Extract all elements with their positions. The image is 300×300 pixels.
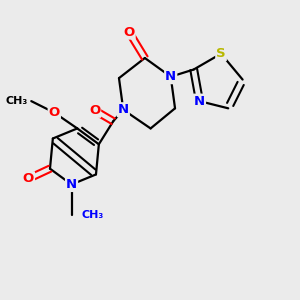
Text: CH₃: CH₃: [82, 210, 104, 220]
Text: N: N: [194, 94, 205, 108]
Text: O: O: [23, 172, 34, 185]
Text: CH₃: CH₃: [6, 96, 28, 106]
Text: O: O: [89, 104, 100, 117]
Text: N: N: [165, 70, 176, 83]
Text: O: O: [49, 106, 60, 119]
Text: N: N: [118, 103, 129, 116]
Text: O: O: [123, 26, 135, 39]
Text: S: S: [216, 47, 226, 60]
Text: N: N: [66, 178, 77, 191]
